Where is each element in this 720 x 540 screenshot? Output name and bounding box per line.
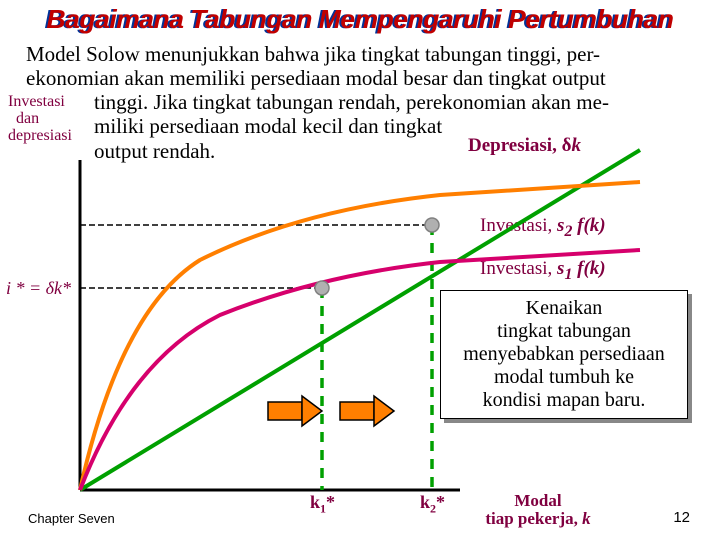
depreciation-line: [80, 150, 640, 490]
dot-k2: [425, 218, 439, 232]
chart: [0, 0, 720, 540]
investment-high-curve: [80, 182, 640, 490]
investment-low-curve: [80, 250, 640, 490]
arrow-2: [340, 396, 394, 426]
arrow-1: [268, 396, 322, 426]
dot-k1: [315, 281, 329, 295]
